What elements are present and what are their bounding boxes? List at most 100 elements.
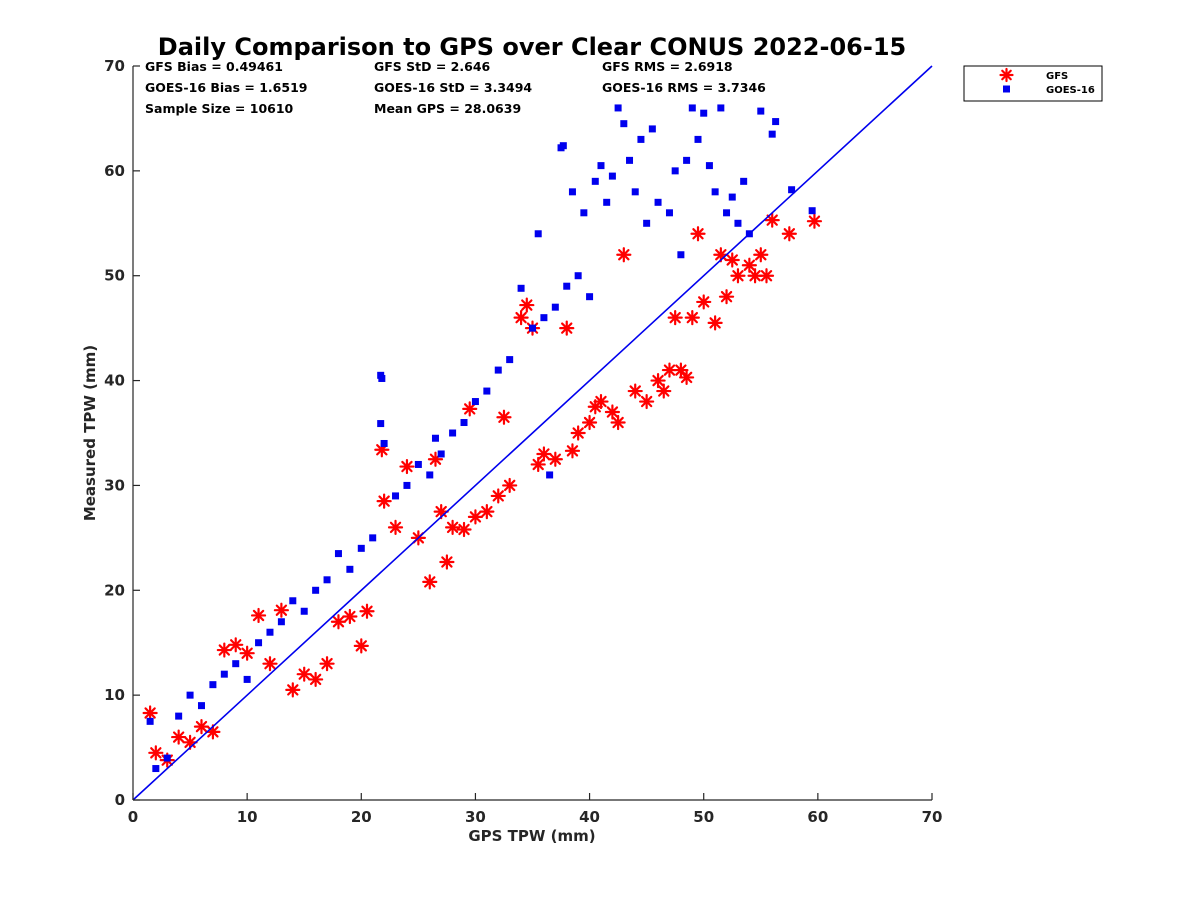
legend-gfs-marker [999,67,1014,83]
goes-16-point [437,450,445,458]
legend-goes-label: GOES-16 [1046,85,1095,96]
gfs-point [593,393,609,410]
goes-16-point [563,282,571,290]
goes-16-point [614,104,622,112]
goes-16-point [483,387,491,395]
goes-16-point [626,156,634,164]
goes-16-point [580,209,588,217]
goes-16-point [734,219,742,227]
gfs-point [639,393,655,410]
y-tick-label: 50 [104,267,125,285]
gfs-point [536,446,552,462]
goes-16-point [175,712,183,720]
goes-16-point [637,135,645,143]
goes-16-point [665,209,673,217]
goes-16-point [568,188,576,196]
goes-16-point [300,607,308,615]
gfs-point [570,425,586,441]
x-tick-label: 40 [579,808,600,826]
goes-16-point [688,104,696,112]
gfs-point [296,666,312,682]
goes-16-point [392,492,400,500]
goes-16-point [255,639,263,647]
x-ticks: 0 10 20 30 40 50 60 70 [128,793,943,826]
goes-16-series [146,104,816,773]
x-tick-label: 60 [807,808,828,826]
stat-goes-bias: GOES-16 Bias = 1.6519 [145,80,307,95]
goes-16-point [643,219,651,227]
gfs-point [667,310,683,326]
gfs-point [353,638,369,654]
goes-16-point [312,586,320,594]
goes-16-point [540,314,548,322]
gfs-point [696,294,712,310]
gfs-point [673,362,689,378]
gfs-point [359,603,375,619]
gfs-point [502,477,518,494]
gfs-point [142,705,158,721]
goes-16-point [266,628,274,636]
gfs-point [250,607,267,624]
legend-goes-marker [1003,85,1010,93]
goes-16-point [289,597,297,605]
gfs-point [308,671,324,688]
gfs-point [376,493,392,509]
goes-16-point [209,681,217,689]
goes-16-point [559,142,567,150]
goes-16-point [711,188,719,196]
gfs-point [616,247,632,263]
gfs-point [239,645,255,661]
x-tick-label: 70 [922,808,943,826]
gfs-point [724,252,740,268]
goes-16-point [449,429,457,437]
gfs-point [273,602,289,618]
goes-16-point [243,675,251,683]
goes-16-point [377,420,385,428]
goes-16-point [494,366,502,374]
goes-16-point [431,434,439,442]
x-tick-label: 50 [693,808,714,826]
goes-16-point [768,130,776,138]
legend-gfs-label: GFS [1046,71,1068,82]
gfs-point [285,682,301,698]
chart-title: Daily Comparison to GPS over Clear CONUS… [158,33,906,61]
y-ticks: 0 10 20 30 40 50 60 70 [104,57,140,809]
gfs-point [216,642,232,658]
y-tick-label: 30 [104,476,125,494]
gfs-point [581,414,598,431]
stat-sample-size: Sample Size = 10610 [145,101,294,116]
stat-goes-std: GOES-16 StD = 3.3494 [374,80,532,95]
goes-16-point [506,356,514,364]
goes-16-point [232,660,240,668]
gfs-point [690,226,706,242]
gfs-point [559,320,575,336]
gfs-point [806,213,823,229]
goes-16-point [648,125,656,133]
goes-16-point [220,670,228,678]
goes-16-point [529,324,536,332]
gfs-series [142,212,823,768]
gfs-point [530,456,546,473]
gfs-point [718,289,735,305]
gfs-point [547,451,563,467]
gfs-point [496,409,512,425]
goes-16-point [757,107,765,115]
y-tick-label: 70 [104,57,125,75]
gfs-point [439,554,455,570]
goes-16-point [603,198,611,206]
gfs-point [564,443,581,459]
goes-16-point [717,104,725,112]
gfs-point [707,315,723,331]
legend-box [963,65,1103,102]
y-tick-label: 0 [115,791,125,809]
gfs-point [650,372,666,389]
gfs-point [604,404,621,420]
stat-mean-gps: Mean GPS = 28.0639 [374,101,521,116]
goes-16-point [808,207,816,215]
x-axis-label: GPS TPW (mm) [468,827,595,845]
goes-16-point [197,702,205,710]
goes-16-point [152,765,160,773]
gfs-point [656,383,672,399]
goes-16-point [380,439,388,447]
